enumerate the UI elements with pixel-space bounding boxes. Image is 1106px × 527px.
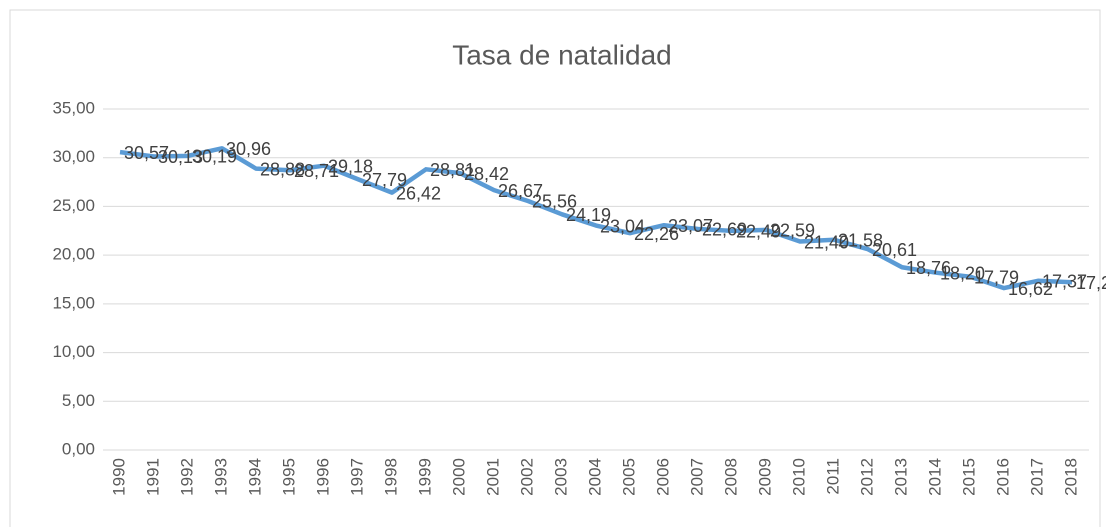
- y-tick-label: 20,00: [52, 245, 95, 264]
- data-label: 30,13: [158, 147, 203, 167]
- data-label: 24,19: [566, 205, 611, 225]
- data-label: 21,58: [838, 230, 883, 250]
- data-label: 17,22: [1076, 273, 1106, 293]
- data-label: 22,49: [736, 222, 781, 242]
- data-label: 25,56: [532, 192, 577, 212]
- x-tick-label: 2006: [653, 458, 672, 496]
- y-tick-label: 25,00: [52, 196, 95, 215]
- x-tick-label: 1992: [177, 458, 196, 496]
- x-tick-label: 2003: [551, 458, 570, 496]
- x-tick-label: 2005: [619, 458, 638, 496]
- y-tick-label: 15,00: [52, 293, 95, 312]
- data-label: 28,42: [464, 164, 509, 184]
- x-tick-label: 1994: [245, 458, 264, 496]
- x-tick-label: 1999: [415, 458, 434, 496]
- x-tick-label: 2009: [755, 458, 774, 496]
- x-tick-label: 2007: [687, 458, 706, 496]
- y-tick-label: 10,00: [52, 342, 95, 361]
- data-label: 28,71: [294, 161, 339, 181]
- data-label: 28,81: [430, 160, 475, 180]
- data-label: 22,59: [770, 221, 815, 241]
- y-tick-label: 30,00: [52, 147, 95, 166]
- data-label: 26,67: [498, 181, 543, 201]
- x-tick-label: 2016: [993, 458, 1012, 496]
- x-tick-label: 2008: [721, 458, 740, 496]
- x-tick-label: 2010: [789, 458, 808, 496]
- data-label: 18,20: [940, 263, 985, 283]
- x-tick-label: 1993: [211, 458, 230, 496]
- x-tick-label: 1990: [109, 458, 128, 496]
- data-label: 29,18: [328, 156, 373, 176]
- data-label: 21,40: [804, 232, 849, 252]
- x-tick-label: 2002: [517, 458, 536, 496]
- data-label: 17,37: [1042, 272, 1087, 292]
- x-tick-label: 2017: [1027, 458, 1046, 496]
- x-tick-label: 2015: [959, 458, 978, 496]
- x-tick-label: 2004: [585, 458, 604, 496]
- y-tick-label: 0,00: [62, 439, 95, 458]
- x-tick-label: 2014: [925, 458, 944, 496]
- x-tick-label: 2018: [1061, 458, 1080, 496]
- line-series: [119, 146, 1073, 291]
- x-tick-label: 1998: [381, 458, 400, 496]
- data-label: 22,26: [634, 224, 679, 244]
- x-tick-label: 2000: [449, 458, 468, 496]
- data-label: 20,61: [872, 240, 917, 260]
- data-label: 27,79: [362, 170, 407, 190]
- chart-title: Tasa de natalidad: [452, 39, 672, 70]
- data-label: 23,04: [600, 216, 645, 236]
- data-label: 18,76: [906, 258, 951, 278]
- y-tick-label: 5,00: [62, 391, 95, 410]
- data-label: 23,07: [668, 216, 713, 236]
- data-label: 16,62: [1008, 279, 1053, 299]
- x-tick-label: 2011: [823, 458, 842, 495]
- x-tick-label: 1991: [143, 458, 162, 496]
- y-tick-label: 35,00: [52, 98, 95, 117]
- x-tick-label: 2001: [483, 458, 502, 496]
- data-label: 30,57: [124, 143, 169, 163]
- data-label: 30,19: [192, 147, 237, 167]
- data-label: 28,88: [260, 159, 305, 179]
- x-tick-label: 2013: [891, 458, 910, 496]
- data-label: 26,42: [396, 183, 441, 203]
- data-label: 22,69: [702, 220, 747, 240]
- x-tick-label: 1995: [279, 458, 298, 496]
- data-label: 17,79: [974, 267, 1019, 287]
- x-tick-label: 2012: [857, 458, 876, 496]
- x-tick-label: 1996: [313, 458, 332, 496]
- x-tick-label: 1997: [347, 458, 366, 496]
- data-label: 30,96: [226, 139, 271, 159]
